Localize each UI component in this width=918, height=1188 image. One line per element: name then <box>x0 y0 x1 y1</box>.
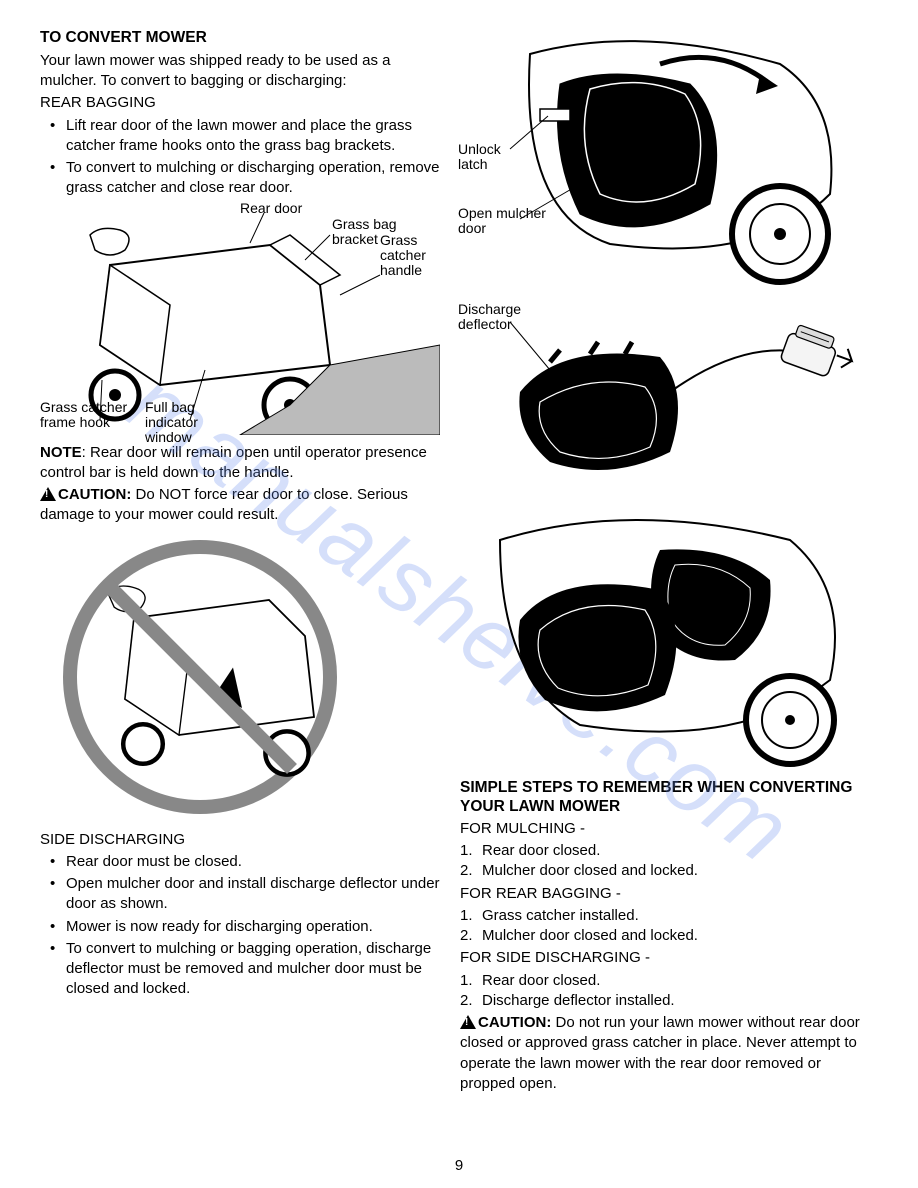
assembled-svg <box>460 510 860 770</box>
side-discharging-label: SIDE DISCHARGING <box>40 830 440 850</box>
grass-catcher-handle-label: Grass catcher handle <box>380 233 450 279</box>
two-column-layout: TO CONVERT MOWER Your lawn mower was shi… <box>40 28 878 1096</box>
warning-triangle-icon <box>40 487 56 501</box>
for-mulching-label: FOR MULCHING - <box>460 819 878 839</box>
list-item: Mower is now ready for discharging opera… <box>56 917 440 937</box>
mulching-steps-list: 1.Rear door closed. 2.Mulcher door close… <box>460 841 878 882</box>
step-text: Rear door closed. <box>482 842 600 859</box>
unlock-latch-label: Unlock latch <box>458 142 518 173</box>
side-discharging-steps-list: 1.Rear door closed. 2.Discharge deflecto… <box>460 971 878 1012</box>
caution1-paragraph: CAUTION: Do NOT force rear door to close… <box>40 485 440 526</box>
warning-triangle-icon <box>460 1015 476 1029</box>
list-item: 2.Mulcher door closed and locked. <box>460 861 878 881</box>
step-text: Discharge deflector installed. <box>482 992 675 1009</box>
list-item: To convert to mulching or discharging op… <box>56 158 440 199</box>
caution1-label: CAUTION: <box>58 486 131 503</box>
mulcher-door-svg <box>460 34 860 294</box>
discharge-deflector-label: Discharge deflector <box>458 302 538 333</box>
list-item: Open mulcher door and install discharge … <box>56 874 440 915</box>
page-number: 9 <box>455 1156 463 1176</box>
list-item: To convert to mulching or bagging operat… <box>56 939 440 1000</box>
list-item: 1.Rear door closed. <box>460 841 878 861</box>
rear-door-label: Rear door <box>240 201 302 216</box>
list-item: 2.Discharge deflector installed. <box>460 991 878 1011</box>
for-side-discharging-label: FOR SIDE DISCHARGING - <box>460 948 878 968</box>
open-mulcher-door-label: Open mulcher door <box>458 206 558 237</box>
list-item: Lift rear door of the lawn mower and pla… <box>56 116 440 157</box>
rear-bagging-steps-list: 1.Grass catcher installed. 2.Mulcher doo… <box>460 906 878 947</box>
step-text: Mulcher door closed and locked. <box>482 862 698 879</box>
list-item: 1.Rear door closed. <box>460 971 878 991</box>
intro-paragraph: Your lawn mower was shipped ready to be … <box>40 51 440 92</box>
step-text: Rear door closed. <box>482 972 600 989</box>
step-text: Mulcher door closed and locked. <box>482 927 698 944</box>
caution2-paragraph: CAUTION: Do not run your lawn mower with… <box>460 1013 878 1094</box>
note-paragraph: NOTE: Rear door will remain open until o… <box>40 443 440 484</box>
convert-mower-heading: TO CONVERT MOWER <box>40 28 440 49</box>
left-column: TO CONVERT MOWER Your lawn mower was shi… <box>40 28 440 1096</box>
list-item: 2.Mulcher door closed and locked. <box>460 926 878 946</box>
for-rear-bagging-label: FOR REAR BAGGING - <box>460 884 878 904</box>
step-text: Grass catcher installed. <box>482 907 639 924</box>
prohibition-figure <box>40 532 440 822</box>
list-item: Rear door must be closed. <box>56 852 440 872</box>
prohibition-svg <box>40 532 360 822</box>
frame-hook-label: Grass catcher frame hook <box>40 400 135 431</box>
assembled-mower-figure <box>460 510 878 770</box>
list-item: 1.Grass catcher installed. <box>460 906 878 926</box>
note-text: : Rear door will remain open until opera… <box>40 444 427 481</box>
side-discharging-list: Rear door must be closed. Open mulcher d… <box>40 852 440 1000</box>
simple-steps-heading: SIMPLE STEPS TO REMEMBER WHEN CONVERTING… <box>460 778 878 817</box>
discharge-deflector-figure: Discharge deflector <box>460 302 878 502</box>
rear-bagging-list: Lift rear door of the lawn mower and pla… <box>40 116 440 199</box>
note-label: NOTE <box>40 444 82 461</box>
rear-bagging-label: REAR BAGGING <box>40 93 440 113</box>
caution2-label: CAUTION: <box>478 1014 551 1031</box>
grass-catcher-figure: Rear door Grass bag bracket Grass catche… <box>40 205 440 435</box>
right-column: Unlock latch Open mulcher door <box>460 28 878 1096</box>
full-bag-indicator-label: Full bag indicator window <box>145 400 225 446</box>
mulcher-door-figure: Unlock latch Open mulcher door <box>460 34 878 294</box>
